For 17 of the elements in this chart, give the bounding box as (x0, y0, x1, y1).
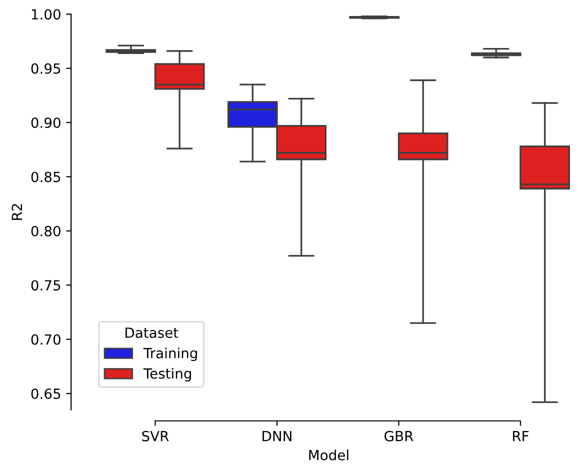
y-tick-label: 1.00 (32, 9, 60, 20)
y-tick-label: 0.95 (31, 63, 60, 74)
legend-title: Dataset (126, 328, 178, 338)
legend-label: Training (143, 348, 197, 362)
x-tick-label: SVR (142, 430, 169, 442)
y-tick-label: 0.65 (31, 388, 60, 399)
y-tick-label: 0.85 (31, 172, 60, 182)
y-tick-label: 0.75 (31, 280, 60, 291)
y-tick-label: 0.80 (31, 226, 60, 236)
x-axis-title: Model (309, 450, 348, 460)
x-tick-label: GBR (384, 430, 414, 442)
y-tick-label: 0.90 (31, 117, 60, 128)
x-tick-label: RF (513, 431, 528, 442)
x-tick-label: DNN (262, 431, 292, 442)
y-axis-title: R2 (12, 204, 22, 220)
legend-label: Testing (143, 368, 191, 382)
y-tick-label: 0.70 (31, 334, 60, 345)
